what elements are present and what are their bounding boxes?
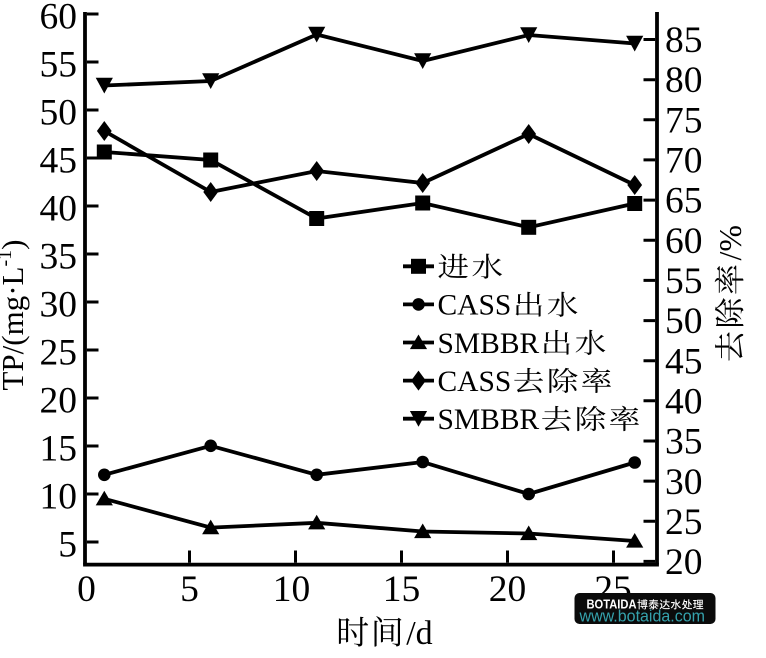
svg-text:/d: /d xyxy=(406,615,432,652)
svg-text:0: 0 xyxy=(77,569,96,610)
svg-text:SMBBR: SMBBR xyxy=(438,328,540,360)
svg-text:40: 40 xyxy=(665,381,703,422)
svg-text:15: 15 xyxy=(40,429,78,470)
svg-text:65: 65 xyxy=(665,181,703,222)
svg-text:55: 55 xyxy=(665,261,703,302)
svg-text:10: 10 xyxy=(40,477,78,518)
svg-text:75: 75 xyxy=(665,100,703,141)
svg-text:55: 55 xyxy=(40,45,78,86)
svg-text:5: 5 xyxy=(180,569,199,610)
svg-text:45: 45 xyxy=(40,141,78,182)
svg-text:5: 5 xyxy=(58,525,77,566)
svg-text:/%: /% xyxy=(712,225,748,261)
svg-text:45: 45 xyxy=(665,341,703,382)
svg-text:20: 20 xyxy=(665,542,703,583)
svg-text:35: 35 xyxy=(40,237,78,278)
svg-text:www.botaida.com: www.botaida.com xyxy=(579,607,705,626)
svg-text:30: 30 xyxy=(665,462,703,503)
svg-text:20: 20 xyxy=(489,569,527,610)
svg-text:35: 35 xyxy=(665,422,703,463)
svg-text:CASS: CASS xyxy=(438,290,512,322)
svg-text:15: 15 xyxy=(383,569,421,610)
svg-text:40: 40 xyxy=(40,189,78,230)
svg-text:10: 10 xyxy=(273,569,311,610)
svg-text:20: 20 xyxy=(40,381,78,422)
svg-text:BOTAIDA: BOTAIDA xyxy=(587,598,637,612)
svg-text:70: 70 xyxy=(665,141,703,182)
svg-text:60: 60 xyxy=(665,221,703,262)
svg-text:25: 25 xyxy=(665,502,703,543)
svg-text:85: 85 xyxy=(665,20,703,61)
svg-text:50: 50 xyxy=(665,301,703,342)
svg-text:SMBBR: SMBBR xyxy=(438,404,540,436)
svg-text:60: 60 xyxy=(40,0,78,38)
svg-text:50: 50 xyxy=(40,93,78,134)
svg-text:30: 30 xyxy=(40,285,78,326)
svg-text:CASS: CASS xyxy=(438,366,512,398)
svg-text:80: 80 xyxy=(665,60,703,101)
svg-text:25: 25 xyxy=(40,333,78,374)
